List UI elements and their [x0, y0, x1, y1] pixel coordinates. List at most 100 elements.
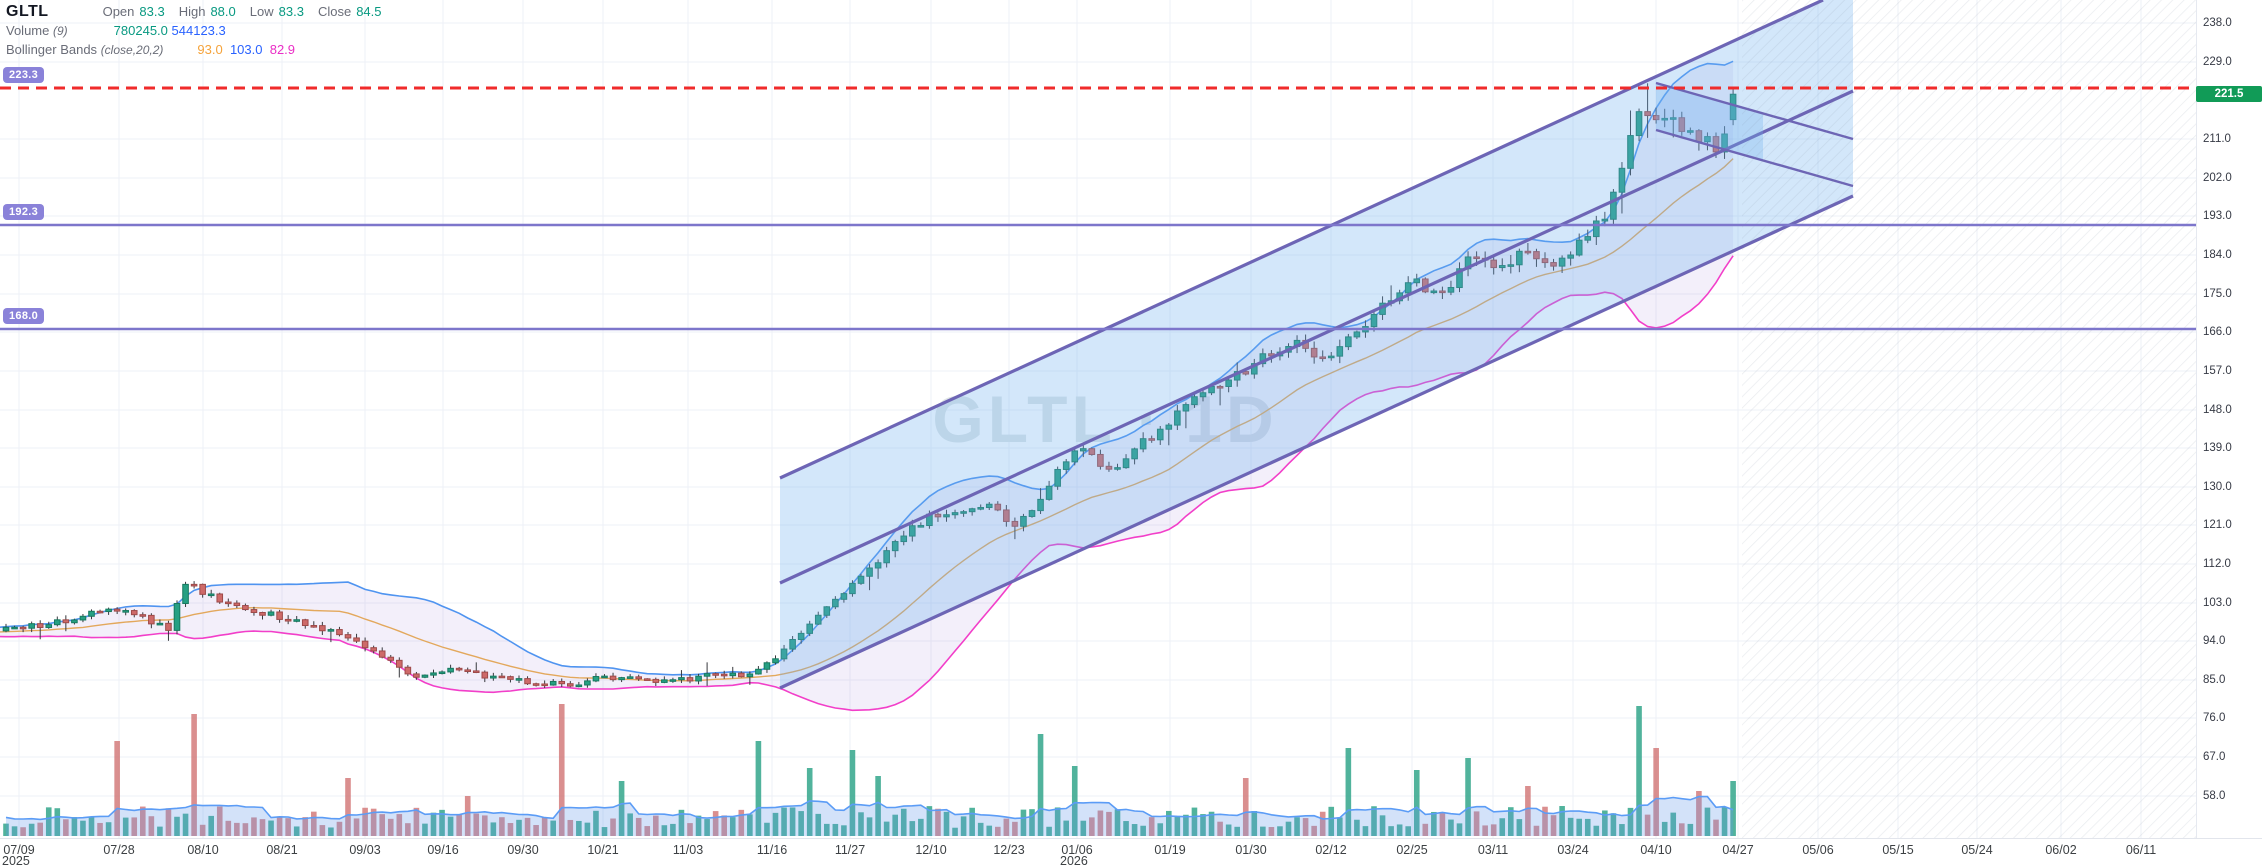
price-alert-badge[interactable]: 192.3 [3, 204, 45, 220]
candle-body [1456, 268, 1463, 289]
legend: GLTL Open 83.3 High 88.0 Low 83.3 Close 84.5 Vol… [6, 2, 382, 59]
candle-body [62, 619, 70, 624]
volume-bar [1114, 809, 1121, 836]
volume-bar [413, 807, 420, 836]
candle-body [173, 602, 181, 631]
volume-bar [1525, 786, 1531, 836]
volume-bar [1328, 806, 1335, 836]
candle-body [1712, 136, 1720, 153]
volume-bar [977, 822, 984, 836]
volume-bar [866, 817, 873, 836]
candle-body [1541, 258, 1549, 264]
volume-bar [1234, 826, 1240, 836]
candle-body [1652, 115, 1660, 121]
candle-body [1498, 265, 1506, 269]
candle-body [909, 525, 916, 537]
price-alert-badge[interactable]: 168.0 [3, 308, 45, 324]
candle-body [1011, 520, 1019, 527]
volume-indicator-label: Volume [6, 23, 50, 38]
time-axis-separator [0, 838, 2262, 839]
volume-ma-line [5, 795, 1734, 821]
time-tick-label: 11/16 [756, 843, 788, 857]
volume-bar [755, 741, 762, 836]
bollinger-fill [0, 61, 1734, 711]
time-tick-label: 11/27 [834, 843, 866, 857]
volume-bar [601, 827, 608, 836]
volume-bar [251, 817, 257, 836]
symbol-title[interactable]: GLTL [6, 3, 49, 20]
volume-bar [858, 812, 864, 836]
volume-bar [11, 826, 18, 836]
candle-body [464, 669, 471, 672]
candle-body [250, 609, 258, 613]
volume-bar [627, 813, 633, 836]
candle-body [1550, 262, 1557, 267]
candle-body [567, 683, 574, 687]
candle-body [994, 503, 1002, 511]
candle-body [1635, 111, 1643, 137]
volume-bar [1508, 807, 1514, 836]
volume-bar [3, 823, 9, 836]
volume-bar [798, 811, 804, 836]
volume-bar [943, 811, 950, 836]
candle-body [284, 618, 292, 622]
legend-bollinger-row[interactable]: Bollinger Bands (close,20,2) 93.0 103.0 8… [6, 40, 382, 59]
candle-body [1071, 450, 1079, 463]
alert-lines-layer[interactable] [0, 86, 2196, 331]
volume-bar [1268, 827, 1275, 836]
legend-ohlc-row: GLTL Open 83.3 High 88.0 Low 83.3 Close 84.5 [6, 2, 382, 21]
volume-bar [900, 808, 907, 836]
high-value: 88.0 [210, 4, 236, 19]
candle-body [207, 593, 215, 597]
volume-bar [225, 820, 232, 836]
close-label: Close [317, 4, 352, 19]
channel-drawing[interactable] [779, 0, 1854, 690]
candle-body [1114, 467, 1121, 470]
candle-body [1225, 379, 1232, 387]
candle-body [1669, 117, 1677, 120]
high-label: High [178, 4, 206, 19]
candle-body [1601, 218, 1609, 222]
candle-body [678, 677, 685, 681]
volume-bar [815, 813, 822, 836]
candle-body [840, 593, 848, 600]
candle-body [1447, 287, 1455, 293]
candle-body [1584, 236, 1592, 241]
volume-bar [806, 768, 813, 836]
candle-body [524, 678, 531, 685]
volume-bar [1499, 818, 1506, 836]
candle-body [353, 637, 360, 642]
volume-bar [1337, 817, 1343, 836]
bollinger-lower-line [0, 255, 1734, 712]
candle-body [88, 610, 95, 617]
volume-bar [63, 819, 69, 836]
legend-volume-row[interactable]: Volume (9) 780245.0 544123.3 [6, 21, 382, 40]
time-tick-label: 05/06 [1802, 843, 1834, 857]
candle-body [1037, 498, 1044, 512]
candle-body [481, 671, 489, 679]
price-alert-badge[interactable]: 223.3 [3, 67, 45, 83]
volume-bar [635, 817, 642, 836]
candle-body [28, 623, 35, 629]
volume-bar [576, 820, 582, 836]
candle-body [601, 675, 608, 679]
candle-body [71, 619, 78, 624]
candle-body [293, 619, 300, 622]
candle-body [977, 507, 985, 510]
candle-body [45, 624, 53, 628]
volume-bar [464, 796, 471, 836]
candle-body [19, 626, 27, 630]
volume-value: 780245.0 [113, 23, 168, 38]
volume-bar [1431, 811, 1437, 836]
time-tick-label: 11/03 [672, 843, 704, 857]
time-axis[interactable]: 07/09 2025 07/28 08/10 08/21 09/03 09/16 09/30 1… [0, 838, 2262, 865]
close-value: 84.5 [356, 4, 382, 19]
volume-bar [1140, 825, 1146, 836]
candle-body [344, 634, 352, 639]
volume-bar [80, 820, 86, 836]
candle-body [430, 672, 437, 676]
candle-body [1080, 448, 1087, 452]
bollinger-indicator-param: (close,20,2) [100, 43, 164, 57]
